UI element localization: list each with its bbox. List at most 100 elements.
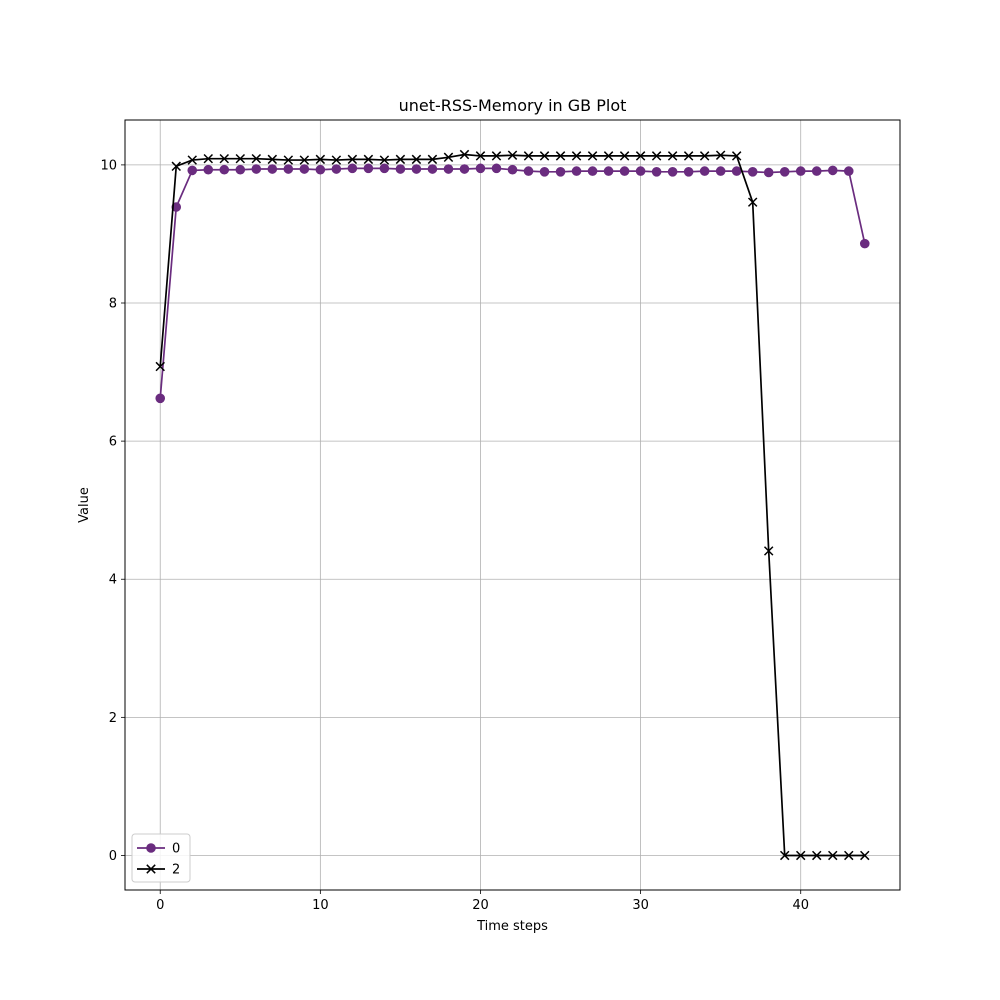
y-tick-label: 10	[100, 158, 117, 173]
data-point	[219, 164, 230, 175]
legend-box	[131, 833, 191, 883]
data-point	[507, 164, 518, 175]
data-point	[187, 165, 198, 176]
data-point	[443, 164, 454, 174]
data-point	[779, 850, 790, 861]
data-point	[587, 166, 598, 176]
x-axis-title: Time steps	[476, 919, 548, 934]
legend-marker	[146, 864, 156, 874]
data-point	[347, 154, 358, 165]
y-tick-label: 0	[109, 849, 117, 864]
data-point	[539, 151, 550, 161]
legend-label: 0	[172, 842, 180, 857]
y-tick-label: 4	[109, 573, 117, 588]
data-point	[635, 151, 646, 161]
data-point	[315, 154, 326, 165]
data-point	[155, 361, 165, 372]
data-point	[379, 155, 390, 165]
data-point	[747, 166, 758, 177]
data-point	[395, 154, 406, 165]
data-point	[843, 166, 854, 176]
data-point	[251, 164, 262, 174]
data-point	[187, 155, 197, 165]
data-point	[635, 166, 646, 176]
data-point	[427, 154, 438, 165]
series-2	[155, 149, 870, 861]
data-point	[347, 163, 358, 174]
y-tick-label: 6	[109, 435, 117, 450]
data-point	[155, 393, 166, 404]
data-point	[667, 166, 678, 177]
series-line	[159, 167, 866, 399]
data-point	[859, 238, 870, 249]
chart-title: unet-RSS-Memory in GB Plot	[399, 96, 627, 115]
plot-frame	[124, 119, 901, 891]
data-point	[731, 151, 742, 161]
data-point	[715, 150, 726, 160]
data-point	[795, 166, 806, 176]
data-point	[587, 151, 598, 161]
data-point	[267, 164, 278, 174]
series-line	[159, 153, 865, 857]
data-point	[619, 166, 630, 176]
data-point	[395, 164, 406, 174]
data-point	[827, 165, 838, 176]
data-point	[683, 151, 694, 161]
x-tick-label: 10	[312, 898, 329, 913]
data-point	[651, 151, 662, 161]
data-point	[731, 166, 742, 176]
data-point	[443, 152, 454, 163]
data-point	[331, 155, 342, 165]
x-tick-label: 0	[156, 898, 164, 913]
legend-entry: 2	[137, 863, 180, 878]
data-point	[411, 164, 422, 174]
data-point	[331, 164, 342, 174]
data-point	[699, 151, 710, 161]
data-point	[795, 850, 806, 861]
data-point	[363, 154, 374, 165]
data-point	[555, 151, 566, 161]
data-point	[763, 167, 774, 178]
data-point	[539, 166, 550, 177]
data-point	[283, 164, 294, 174]
series-layer	[155, 149, 870, 861]
data-point	[523, 166, 534, 176]
data-point	[571, 151, 582, 161]
data-point	[459, 149, 470, 160]
data-point	[219, 153, 230, 164]
data-point	[715, 166, 726, 176]
data-point	[251, 153, 262, 164]
data-point	[379, 163, 390, 174]
legend-entry: 0	[137, 842, 180, 857]
grid	[125, 120, 900, 890]
data-point	[363, 163, 374, 174]
data-point	[203, 153, 213, 164]
data-point	[603, 166, 614, 176]
data-point	[491, 163, 502, 174]
data-point	[779, 166, 790, 177]
data-point	[475, 163, 486, 174]
x-tick-label: 30	[632, 898, 649, 913]
data-point	[699, 166, 710, 176]
data-point	[828, 850, 838, 861]
data-point	[235, 164, 246, 175]
data-point	[683, 166, 694, 177]
y-axis-title: Value	[77, 487, 92, 523]
series-0	[155, 163, 870, 404]
data-point	[812, 850, 822, 861]
data-point	[571, 166, 582, 176]
y-tick-label: 8	[109, 297, 117, 312]
data-point	[555, 166, 566, 177]
data-point	[411, 154, 422, 165]
data-point	[811, 166, 822, 176]
x-tick-label: 40	[792, 898, 809, 913]
data-point	[315, 164, 326, 175]
legend: 02	[131, 833, 191, 883]
data-point	[763, 546, 774, 556]
data-point	[491, 151, 502, 161]
y-tick-label: 2	[109, 711, 117, 726]
data-point	[507, 150, 518, 160]
data-point	[459, 164, 470, 174]
